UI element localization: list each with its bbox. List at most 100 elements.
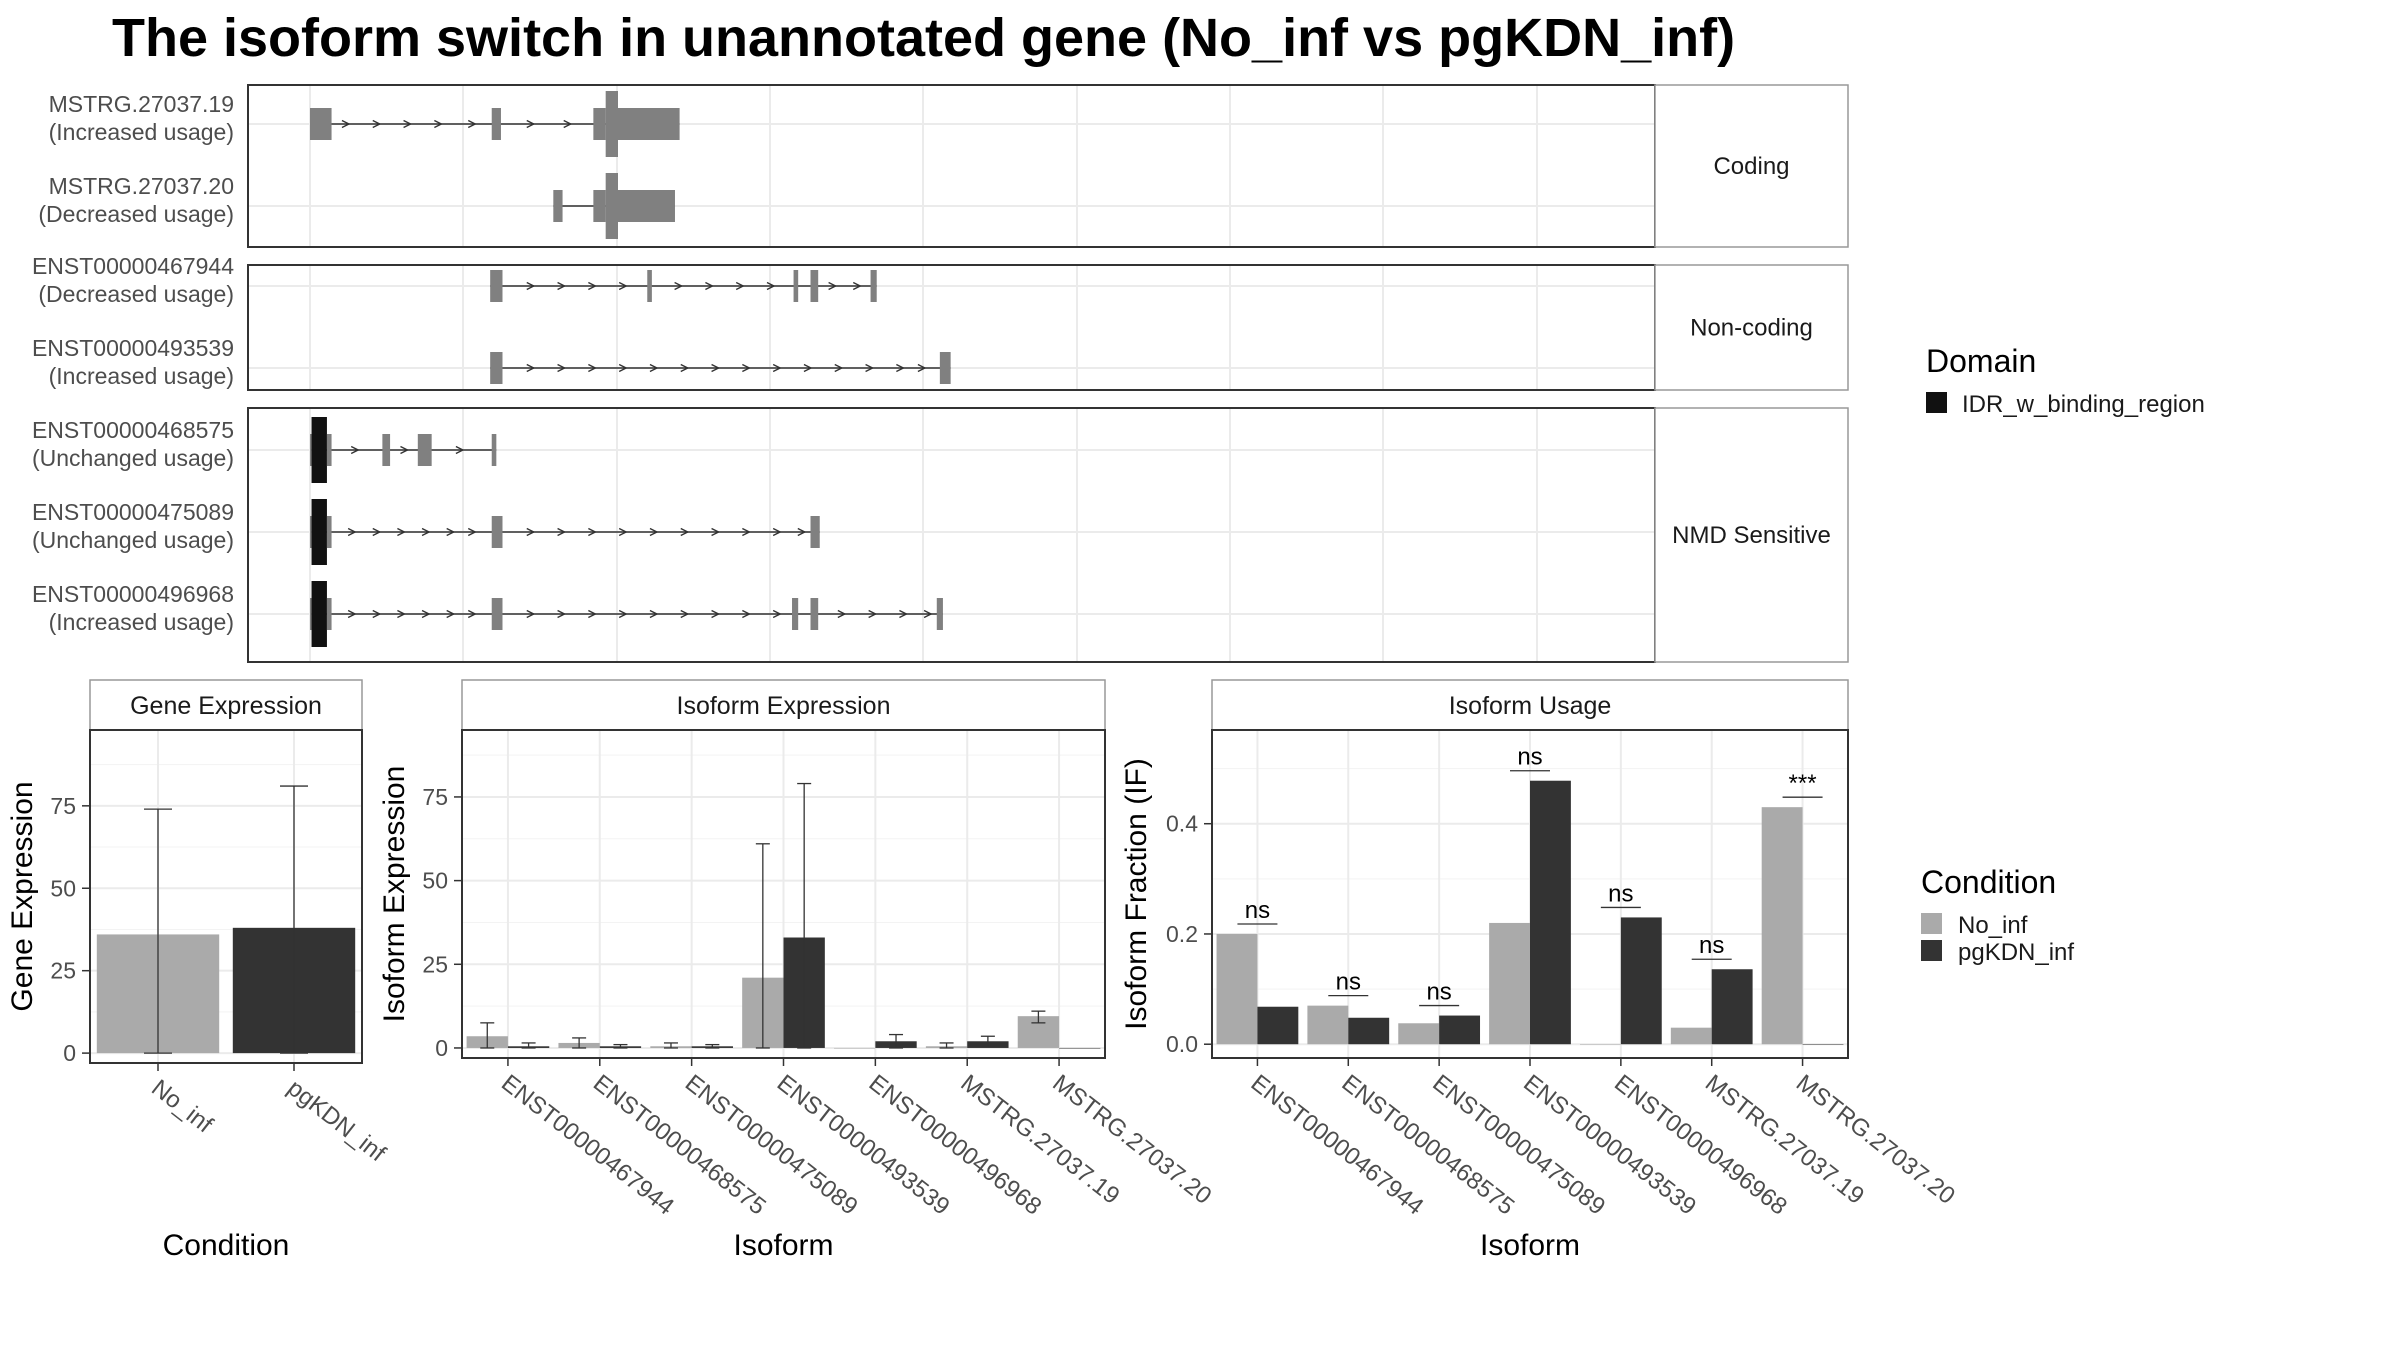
- strand-arrow: [680, 363, 690, 373]
- strand-arrow: [649, 363, 659, 373]
- strand-arrow: [766, 281, 776, 291]
- exon-block: [553, 190, 563, 222]
- data-bar: [1307, 1005, 1349, 1045]
- structure-panel-bg: [248, 408, 1655, 662]
- exon-block: [939, 352, 951, 384]
- figure-title: The isoform switch in unannotated gene (…: [112, 8, 1735, 68]
- strand-arrow: [618, 363, 628, 373]
- strand-arrow: [711, 527, 721, 537]
- strand-arrow: [742, 609, 751, 619]
- exon-block: [605, 173, 618, 239]
- x-tick-label: ENST00000496968: [864, 1069, 1047, 1220]
- strand-arrow: [446, 609, 456, 619]
- exon-block: [310, 108, 332, 140]
- y-tick-label: 25: [50, 958, 76, 984]
- strand-arrow: [828, 281, 838, 291]
- strand-arrow: [526, 281, 536, 291]
- strand-arrow: [557, 281, 567, 291]
- x-tick-label: ENST00000467944: [496, 1069, 679, 1220]
- strand-arrow: [649, 609, 659, 619]
- gene-expression-chart: Gene Expression 0 25 50 75 No_inf pgKDN_inf Con…: [6, 679, 391, 1262]
- strand-arrow: [467, 527, 477, 537]
- transcript-usage-label: (Increased usage): [49, 609, 234, 635]
- exon-block: [491, 598, 503, 630]
- legends: Domain IDR_w_binding_region Condition No_in…: [1921, 343, 2205, 966]
- strand-arrow: [372, 119, 382, 129]
- data-bar: [1670, 1027, 1712, 1045]
- strand-arrow: [797, 527, 807, 537]
- data-bar: [1348, 1017, 1390, 1045]
- strand-arrow: [735, 281, 745, 291]
- strand-arrow: [526, 527, 536, 537]
- structure-panel-bg: [248, 85, 1655, 247]
- strand-arrow: [837, 609, 847, 619]
- domain-legend-key: [1926, 392, 1947, 413]
- data-bar: [1398, 1023, 1440, 1045]
- structure-panel-bg: [248, 265, 1655, 390]
- strand-arrow: [618, 281, 628, 291]
- y-tick-label: 0.0: [1166, 1031, 1198, 1057]
- exon-block: [326, 516, 332, 548]
- strand-arrow: [446, 527, 456, 537]
- exon-block: [618, 108, 680, 140]
- exon-block: [605, 91, 618, 157]
- strand-arrow: [680, 609, 690, 619]
- transcript-id-label: ENST00000493539: [32, 335, 234, 361]
- strand-arrow: [868, 609, 878, 619]
- strand-arrow: [588, 609, 597, 619]
- facet-title: Gene Expression: [130, 692, 322, 720]
- strand-arrow: [588, 281, 597, 291]
- y-tick-label: 50: [422, 868, 448, 894]
- strand-arrow: [772, 609, 782, 619]
- strand-arrow: [467, 119, 477, 129]
- strand-arrow: [557, 363, 567, 373]
- transcript-structure-panel: MSTRG.27037.19 (Increased usage) MSTRG.270…: [32, 84, 1849, 663]
- strand-arrow: [742, 527, 751, 537]
- facet-title: Isoform Usage: [1449, 692, 1612, 720]
- condition-legend-title: Condition: [1921, 864, 2056, 900]
- y-tick-label: 75: [422, 784, 448, 810]
- strand-arrow: [588, 527, 597, 537]
- condition-legend-label: pgKDN_inf: [1958, 939, 2074, 966]
- strand-arrow: [350, 445, 360, 455]
- y-tick-label: 75: [50, 793, 76, 819]
- data-bar: [1216, 933, 1258, 1045]
- group-strip: [1654, 264, 1849, 391]
- x-tick-label: No_inf: [146, 1074, 218, 1138]
- domain-block: [311, 581, 327, 647]
- transcript-usage-label: (Decreased usage): [38, 201, 234, 227]
- group-strip: [1654, 84, 1849, 248]
- strand-arrow: [421, 527, 431, 537]
- x-tick-label: pgKDN_inf: [282, 1074, 390, 1167]
- transcript-id-label: ENST00000467944: [32, 253, 234, 279]
- condition-legend-key-no-inf: [1921, 913, 1942, 934]
- y-axis-title: Gene Expression: [6, 781, 39, 1011]
- data-bar: [834, 1047, 876, 1049]
- data-bar: [1439, 1015, 1481, 1045]
- transcript-usage-label: (Increased usage): [49, 363, 234, 389]
- strand-arrow: [526, 363, 536, 373]
- x-axis-title: Condition: [163, 1229, 290, 1262]
- strand-arrow: [455, 445, 465, 455]
- strand-arrow: [563, 119, 573, 129]
- x-tick-label: ENST00000468575: [588, 1069, 771, 1220]
- exon-block: [490, 352, 503, 384]
- strand-arrow: [674, 281, 684, 291]
- strand-arrow: [372, 527, 382, 537]
- transcript-usage-label: (Unchanged usage): [32, 527, 234, 553]
- transcript-id-label: MSTRG.27037.19: [49, 91, 234, 117]
- data-bar: [1802, 1044, 1844, 1045]
- strand-arrow: [397, 527, 406, 537]
- y-tick-label: 25: [422, 951, 448, 977]
- strand-arrow: [923, 609, 933, 619]
- data-bar: [1489, 922, 1530, 1045]
- significance-label: ns: [1517, 744, 1542, 771]
- transcript-id-label: MSTRG.27037.20: [49, 173, 234, 199]
- significance-label: ns: [1426, 979, 1451, 1006]
- strand-arrow: [618, 609, 628, 619]
- x-tick-label: MSTRG.27037.20: [1791, 1069, 1960, 1209]
- domain-block: [311, 417, 327, 483]
- transcript-id-label: ENST00000475089: [32, 499, 234, 525]
- strand-arrow: [772, 363, 782, 373]
- exon-block: [618, 190, 675, 222]
